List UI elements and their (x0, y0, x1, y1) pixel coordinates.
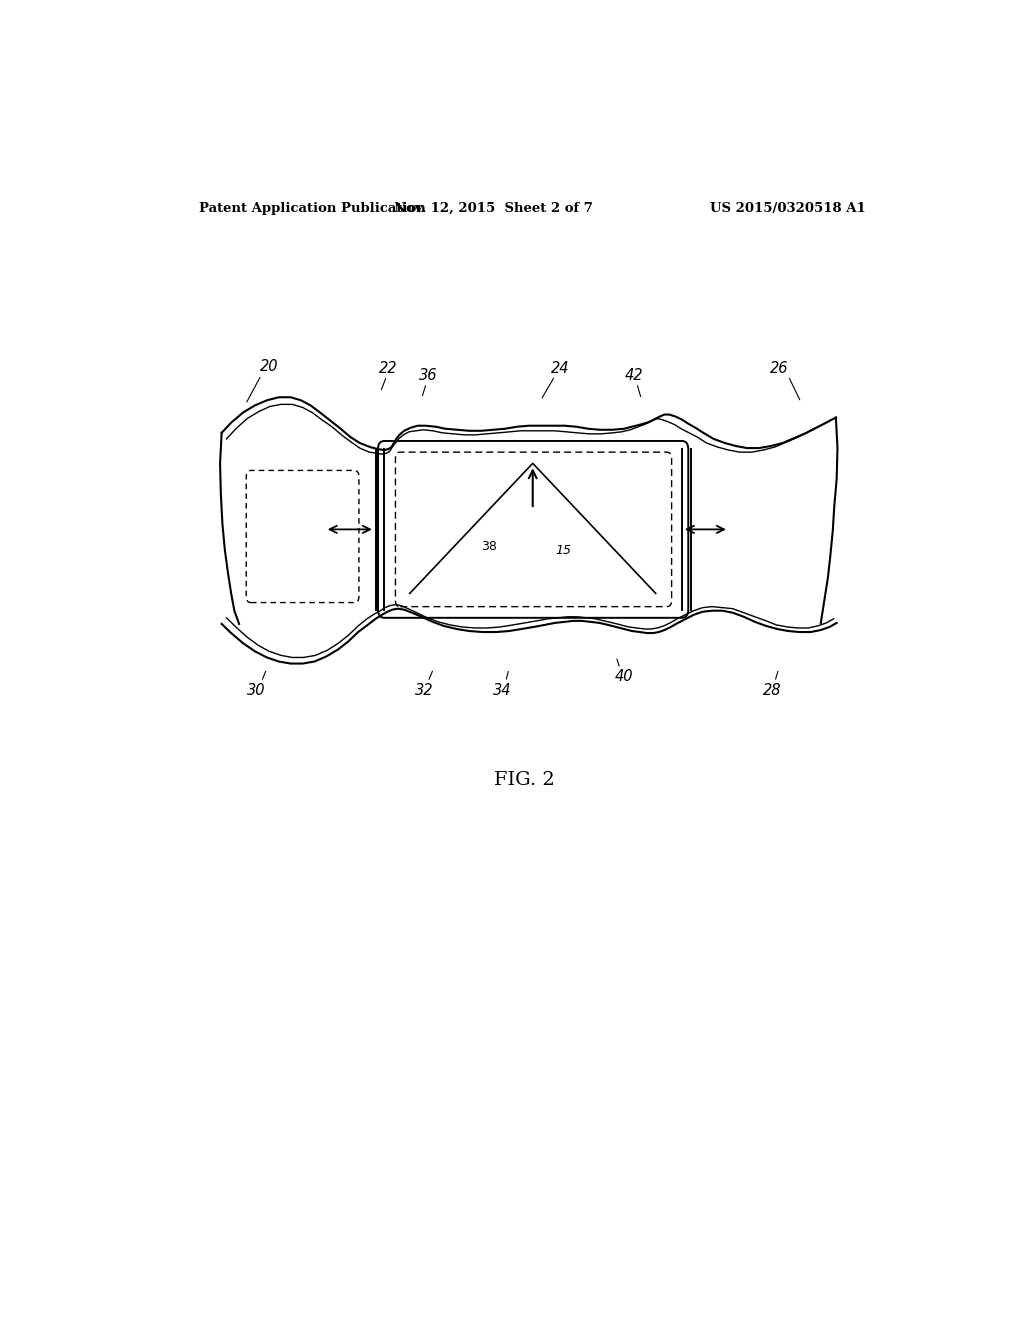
Text: Patent Application Publication: Patent Application Publication (200, 202, 426, 215)
Text: Nov. 12, 2015  Sheet 2 of 7: Nov. 12, 2015 Sheet 2 of 7 (393, 202, 593, 215)
Text: 15: 15 (555, 544, 571, 557)
FancyBboxPatch shape (378, 441, 688, 618)
Text: 34: 34 (494, 684, 512, 698)
Text: 24: 24 (551, 362, 569, 376)
Text: 42: 42 (625, 368, 643, 383)
Text: 30: 30 (248, 684, 266, 698)
Text: 40: 40 (614, 669, 633, 684)
Text: US 2015/0320518 A1: US 2015/0320518 A1 (711, 202, 866, 215)
Text: 20: 20 (260, 359, 279, 375)
Text: 22: 22 (379, 362, 397, 376)
Text: 28: 28 (763, 684, 781, 698)
Text: 38: 38 (481, 540, 497, 553)
Text: FIG. 2: FIG. 2 (495, 771, 555, 789)
Text: 36: 36 (419, 368, 437, 383)
Text: 26: 26 (769, 362, 788, 376)
Text: 32: 32 (415, 684, 433, 698)
